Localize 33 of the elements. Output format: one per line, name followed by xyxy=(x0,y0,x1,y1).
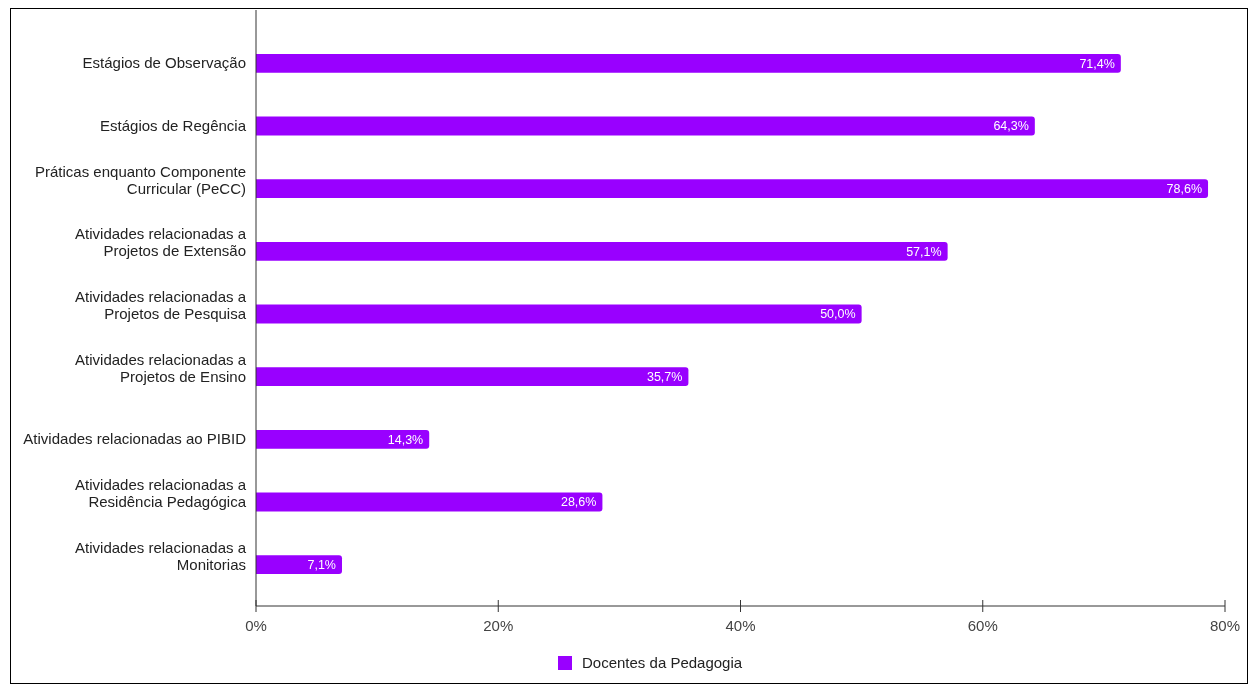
bar xyxy=(256,304,862,324)
bar xyxy=(256,492,603,512)
bar xyxy=(256,241,948,261)
legend-label: Docentes da Pedagogia xyxy=(582,654,743,671)
y-tick-label: Atividades relacionadas a Projetos de Pesquisa xyxy=(75,288,247,322)
bar xyxy=(256,53,1121,73)
y-tick-label: Atividades relacionadas a Projetos de Extensão xyxy=(75,225,247,260)
x-tick-label: 60% xyxy=(967,617,998,634)
y-tick-label: Atividades relacionadas a Residência Pedagógica xyxy=(75,476,247,510)
x-tick-label: 40% xyxy=(725,617,756,634)
y-tick-label: Estágios de Observação xyxy=(82,54,246,72)
bar xyxy=(256,116,1035,136)
data-label: 57,1% xyxy=(906,244,942,259)
y-tick-label: Práticas enquanto Componente Curricular (PeCC) xyxy=(35,162,246,197)
bar xyxy=(256,429,430,449)
bar xyxy=(256,555,342,575)
data-label: 7,1% xyxy=(307,558,336,573)
data-label: 78,6% xyxy=(1166,182,1203,197)
x-tick-label: 20% xyxy=(483,617,514,634)
data-label: 71,4% xyxy=(1079,56,1115,71)
y-tick-label: Atividades relacionadas a Projetos de Ensino xyxy=(75,350,247,385)
y-tick-label: Estágios de Regência xyxy=(100,117,247,134)
bar xyxy=(256,367,689,387)
x-tick-label: 80% xyxy=(1209,617,1241,634)
data-label: 64,3% xyxy=(993,119,1029,134)
bar xyxy=(256,179,1209,199)
x-tick-label: 0% xyxy=(245,617,267,634)
data-label: 14,3% xyxy=(387,432,424,447)
data-label: 28,6% xyxy=(560,495,597,510)
data-label: 35,7% xyxy=(646,370,683,385)
data-label: 50,0% xyxy=(820,307,856,322)
y-tick-label: Atividades relacionadas a Monitorias xyxy=(75,538,247,573)
y-tick-label: Atividades relacionadas ao PIBID xyxy=(23,430,247,448)
